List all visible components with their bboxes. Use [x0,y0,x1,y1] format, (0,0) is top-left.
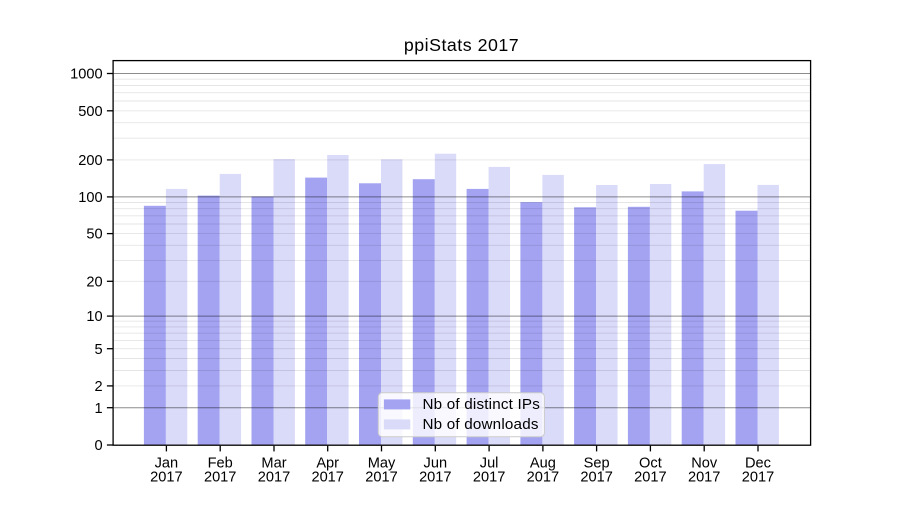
svg-text:Dec: Dec [745,456,771,472]
svg-text:200: 200 [78,153,102,169]
svg-text:500: 500 [78,104,102,120]
svg-text:Sep: Sep [584,456,610,472]
svg-text:5: 5 [94,342,102,358]
svg-text:Mar: Mar [261,456,286,472]
svg-text:10: 10 [86,309,102,325]
svg-text:2017: 2017 [527,470,559,486]
svg-text:1000: 1000 [70,67,102,83]
svg-text:Jun: Jun [424,456,448,472]
svg-text:Jul: Jul [480,456,499,472]
svg-text:Aug: Aug [530,456,556,472]
svg-text:Nb of downloads: Nb of downloads [423,416,539,433]
svg-text:ppiStats 2017: ppiStats 2017 [404,35,519,55]
svg-text:Oct: Oct [639,456,662,472]
svg-text:2017: 2017 [580,470,612,486]
svg-text:2017: 2017 [150,470,182,486]
svg-text:2017: 2017 [365,470,397,486]
svg-text:2017: 2017 [634,470,666,486]
svg-text:2017: 2017 [258,470,290,486]
svg-text:1: 1 [94,401,102,417]
svg-text:May: May [368,456,396,472]
svg-text:Nov: Nov [691,456,718,472]
svg-text:0: 0 [94,438,102,454]
svg-text:2017: 2017 [419,470,451,486]
svg-text:Feb: Feb [208,456,233,472]
svg-text:2017: 2017 [473,470,505,486]
svg-text:2017: 2017 [311,470,343,486]
svg-text:100: 100 [78,190,102,206]
svg-text:Jan: Jan [155,456,179,472]
svg-text:2: 2 [94,379,102,395]
svg-text:2017: 2017 [688,470,720,486]
svg-text:2017: 2017 [204,470,236,486]
svg-text:2017: 2017 [742,470,774,486]
svg-text:50: 50 [86,227,102,243]
svg-text:20: 20 [86,274,102,290]
svg-text:Nb of distinct IPs: Nb of distinct IPs [423,396,541,413]
svg-text:Apr: Apr [316,456,339,472]
